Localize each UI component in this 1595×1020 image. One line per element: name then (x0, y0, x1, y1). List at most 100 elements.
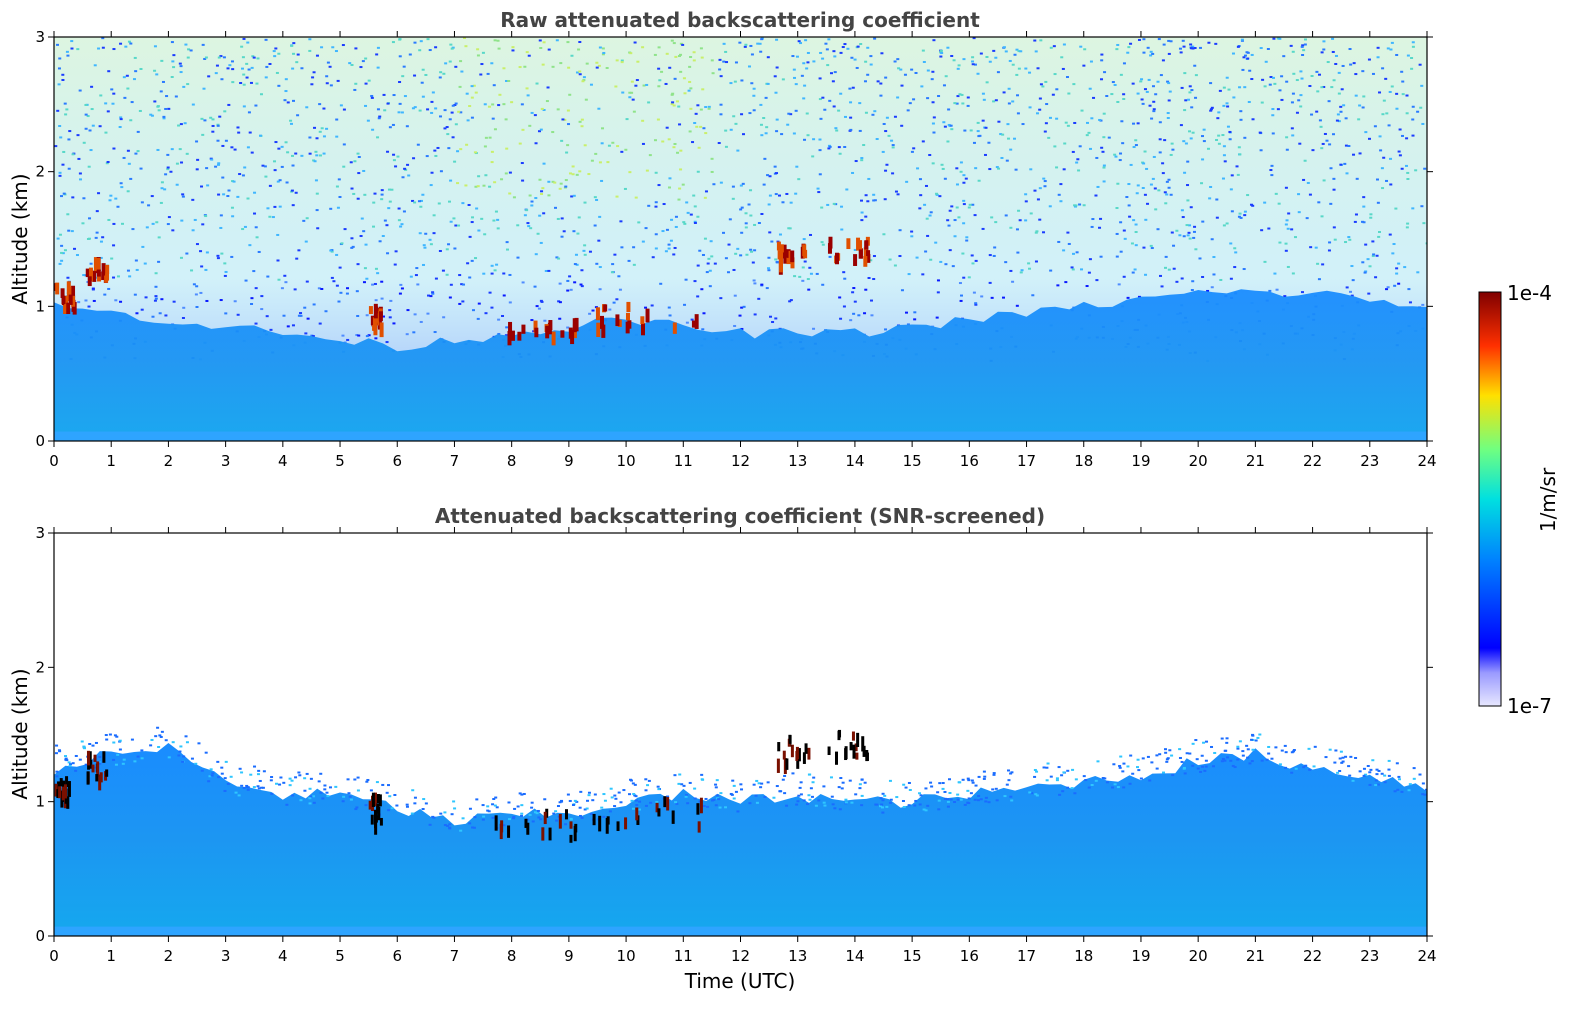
noise-pixel (493, 128, 497, 131)
noise-pixel (952, 59, 956, 62)
noise-pixel (1331, 50, 1335, 53)
noise-pixel (981, 92, 985, 95)
noise-pixel (693, 122, 697, 125)
signal-edge-pixel (875, 803, 879, 806)
noise-pixel (1143, 88, 1147, 91)
noise-pixel (593, 196, 597, 199)
noise-pixel (657, 85, 661, 88)
noise-pixel (534, 197, 538, 200)
noise-pixel (62, 192, 66, 195)
noise-pixel (566, 109, 570, 112)
noise-pixel (335, 185, 339, 188)
signal-edge-pixel (279, 776, 283, 779)
noise-pixel (853, 248, 857, 251)
noise-pixel (296, 53, 300, 56)
noise-pixel (434, 46, 438, 49)
noise-pixel (690, 318, 694, 321)
noise-pixel (416, 143, 420, 146)
noise-pixel (1222, 154, 1226, 157)
noise-pixel (1361, 261, 1365, 264)
noise-pixel (1123, 237, 1127, 240)
signal-edge-pixel (963, 803, 967, 806)
noise-pixel (702, 312, 706, 315)
signal-edge-pixel (83, 747, 87, 750)
noise-pixel (828, 99, 832, 102)
noise-pixel (1000, 156, 1004, 159)
signal-edge-pixel (1121, 770, 1125, 773)
noise-pixel (1151, 52, 1155, 55)
signal-edge-pixel (908, 788, 912, 791)
noise-pixel (705, 271, 709, 274)
noise-pixel (171, 60, 175, 63)
noise-pixel (1210, 106, 1214, 109)
screened-cloud-pixel (368, 800, 372, 810)
noise-pixel (1350, 265, 1354, 268)
noise-pixel (511, 46, 515, 49)
signal-edge-pixel (1035, 770, 1039, 773)
noise-pixel (637, 221, 641, 224)
noise-pixel (1127, 183, 1131, 186)
raw-y-axis-label: Altitude (km) (8, 173, 32, 304)
screened-surface-band (54, 926, 1427, 936)
noise-pixel (1200, 182, 1204, 185)
noise-pixel (88, 217, 92, 220)
noise-pixel (372, 225, 376, 228)
noise-pixel (493, 39, 497, 42)
noise-pixel (1272, 37, 1276, 40)
noise-pixel (154, 295, 158, 298)
noise-pixel (268, 62, 272, 65)
noise-pixel (63, 249, 67, 252)
noise-pixel (1411, 105, 1415, 108)
noise-pixel (313, 126, 317, 129)
signal-edge-pixel (740, 788, 744, 791)
noise-pixel (1186, 234, 1190, 237)
noise-pixel (1080, 109, 1084, 112)
noise-pixel (560, 139, 564, 142)
noise-pixel (855, 66, 859, 69)
signal-edge-pixel (1066, 769, 1070, 772)
noise-pixel (1405, 112, 1409, 115)
signal-edge-pixel (1136, 766, 1140, 769)
noise-pixel (691, 141, 695, 144)
noise-pixel (162, 115, 166, 118)
signal-edge-pixel (98, 755, 102, 758)
noise-pixel (926, 97, 930, 100)
noise-pixel (740, 306, 744, 309)
noise-pixel (1411, 41, 1415, 44)
noise-pixel (405, 125, 409, 128)
noise-pixel (421, 95, 425, 98)
noise-pixel (742, 305, 746, 308)
signal-edge-pixel (714, 786, 718, 789)
noise-pixel (1306, 181, 1310, 184)
noise-pixel (752, 87, 756, 90)
noise-pixel (916, 167, 920, 170)
cloud-pixel (97, 271, 102, 282)
signal-edge-pixel (1241, 754, 1245, 757)
noise-pixel (1264, 60, 1268, 63)
noise-pixel (661, 140, 665, 143)
signal-edge-pixel (603, 799, 607, 802)
noise-pixel (732, 268, 736, 271)
noise-pixel (179, 71, 183, 74)
signal-edge-pixel (177, 754, 181, 757)
noise-pixel (138, 109, 142, 112)
noise-pixel (1250, 53, 1254, 56)
noise-pixel (657, 46, 661, 49)
noise-pixel (149, 113, 153, 116)
noise-pixel (1160, 285, 1164, 288)
signal-edge-pixel (1302, 766, 1306, 769)
noise-pixel (202, 87, 206, 90)
noise-pixel (740, 327, 744, 330)
cloud-pixel (547, 322, 552, 335)
signal-edge-pixel (575, 800, 579, 803)
noise-pixel (434, 154, 438, 157)
noise-pixel (365, 314, 369, 317)
cloud-pixel (864, 240, 869, 250)
noise-pixel (359, 235, 363, 238)
noise-pixel (338, 266, 342, 269)
noise-pixel (953, 219, 957, 222)
noise-pixel (749, 189, 753, 192)
noise-pixel (1202, 140, 1206, 143)
noise-pixel (383, 109, 387, 112)
noise-pixel (558, 187, 562, 190)
